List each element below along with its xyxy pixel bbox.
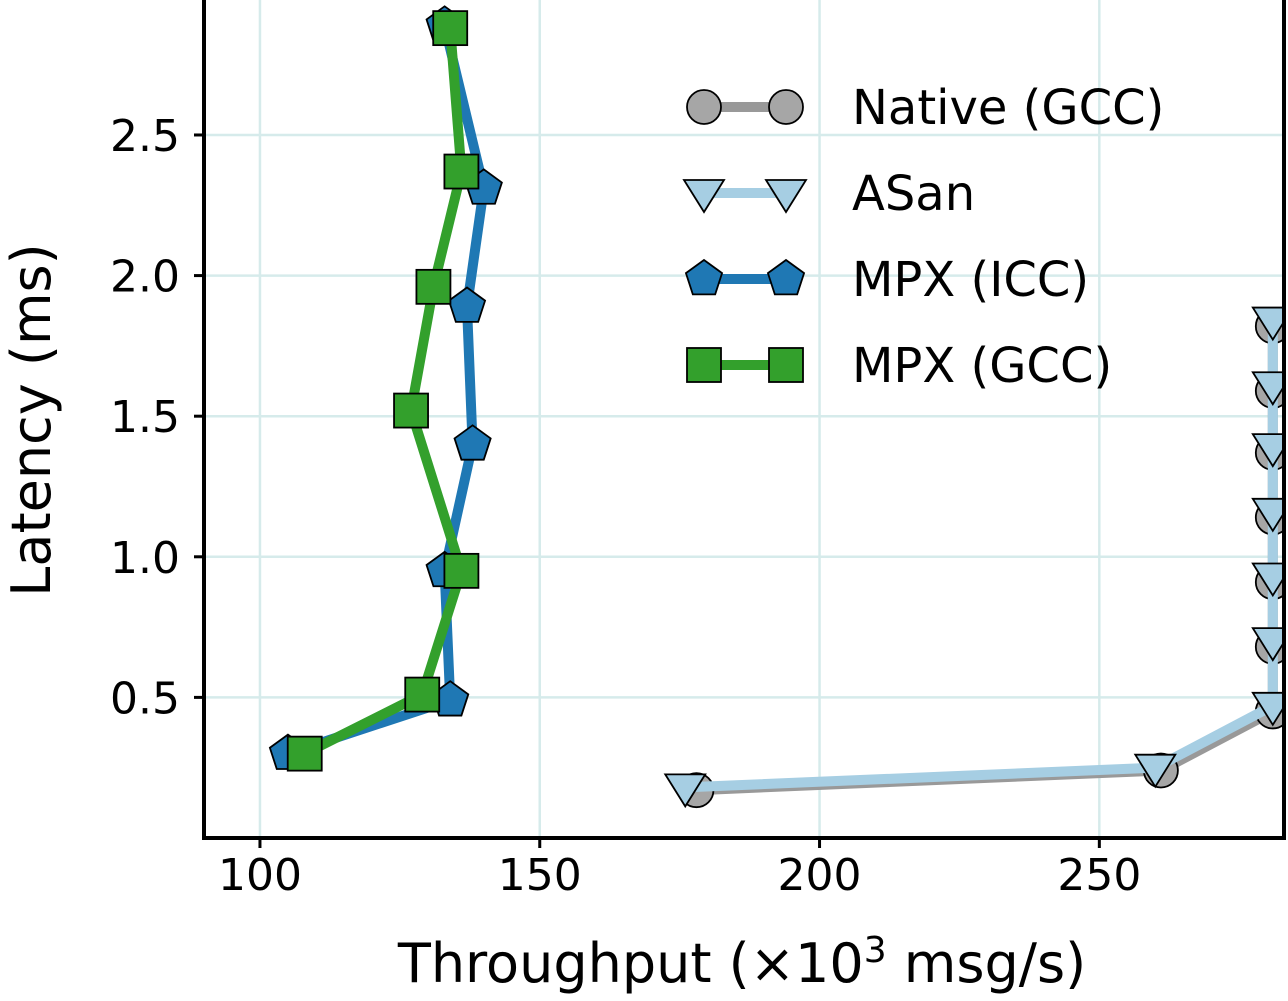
legend-label: Native (GCC) (852, 80, 1164, 136)
x-tick-label: 100 (218, 850, 302, 901)
legend-entry: MPX (ICC) (684, 252, 1089, 308)
data-point-marker (443, 552, 480, 589)
data-point-marker (663, 773, 707, 809)
x-tick-label: 200 (778, 850, 862, 901)
plot-area (268, 5, 1284, 809)
series-mpx-gcc (286, 10, 480, 772)
x-tick-label: 150 (498, 850, 582, 901)
legend-marker (764, 179, 808, 214)
x-axis-title-main: Throughput (×10 (397, 932, 864, 995)
plot-frame (202, 0, 1286, 840)
x-axis-title: Throughput (×103 msg/s) (397, 930, 1086, 996)
legend-marker (686, 89, 722, 125)
legend: Native (GCC) ASan MPX (ICC) MPX (GCC) (682, 80, 1164, 394)
data-point-marker (415, 268, 452, 305)
data-point-marker (447, 286, 487, 323)
legend-entry: ASan (682, 166, 975, 222)
data-point-marker (404, 676, 441, 713)
legend-marker (768, 347, 804, 383)
y-tick-label: 2.0 (110, 252, 180, 303)
legend-marker (766, 258, 806, 296)
y-tick-label: 1.5 (110, 392, 180, 443)
data-point-marker (286, 735, 323, 772)
data-point-marker (432, 10, 469, 47)
legend-marker (768, 89, 804, 125)
y-tick-label: 1.0 (110, 533, 180, 584)
legend-entry: Native (GCC) (686, 80, 1164, 136)
legend-label: MPX (ICC) (852, 252, 1089, 308)
data-point-marker (453, 424, 492, 461)
legend-label: MPX (GCC) (852, 338, 1112, 394)
y-axis-title: Latency (ms) (0, 243, 63, 596)
legend-entry: MPX (GCC) (686, 338, 1112, 394)
x-tick-label: 250 (1057, 850, 1141, 901)
legend-marker (686, 347, 722, 383)
x-axis-ticks: 100 150 200 250 (218, 838, 1141, 901)
legend-marker (684, 258, 724, 296)
y-axis-ticks: 0.5 1.0 1.5 2.0 2.5 (110, 111, 204, 724)
data-point-marker (443, 153, 480, 190)
x-axis-title-superscript: 3 (864, 930, 887, 971)
data-point-marker (393, 392, 429, 429)
grid-lines (204, 0, 1284, 838)
x-axis-title-suffix: msg/s) (887, 932, 1087, 995)
data-point-marker (1133, 753, 1177, 789)
legend-marker (682, 179, 726, 214)
y-tick-label: 2.5 (110, 111, 180, 162)
legend-label: ASan (852, 166, 975, 222)
y-tick-label: 0.5 (110, 673, 180, 724)
